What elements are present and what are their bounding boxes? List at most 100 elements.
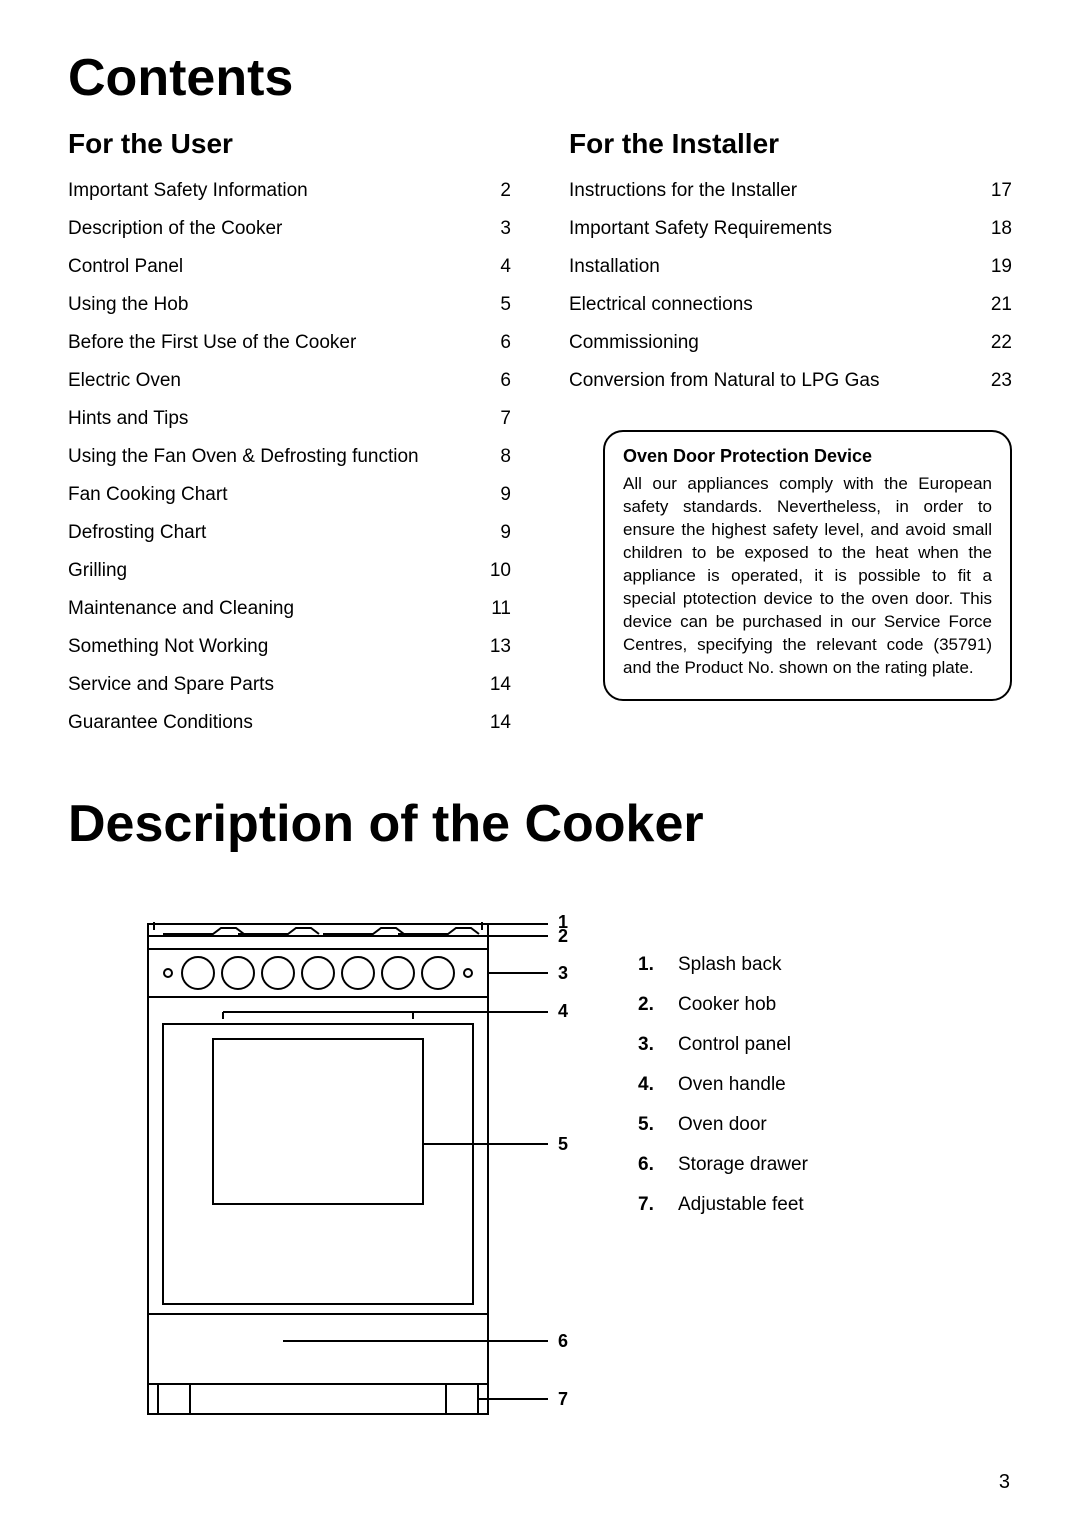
- toc-label: Commissioning: [569, 324, 976, 362]
- legend-label: Adjustable feet: [678, 1194, 804, 1216]
- toc-label: Fan Cooking Chart: [68, 476, 475, 514]
- legend-num: 1.: [638, 954, 678, 976]
- callout-num: 7: [558, 1389, 568, 1409]
- toc-label: Defrosting Chart: [68, 514, 475, 552]
- toc-columns: For the User Important Safety Informatio…: [68, 128, 1012, 742]
- toc-page: 11: [475, 590, 511, 628]
- legend-num: 7.: [638, 1194, 678, 1216]
- notice-title: Oven Door Protection Device: [623, 446, 992, 467]
- toc-row: Fan Cooking Chart9: [68, 476, 511, 514]
- toc-row: Maintenance and Cleaning11: [68, 590, 511, 628]
- toc-page: 10: [475, 552, 511, 590]
- legend-label: Splash back: [678, 954, 782, 976]
- cooker-diagram: 1 2 3 4 5 6 7: [68, 894, 598, 1429]
- toc-page: 3: [475, 210, 511, 248]
- toc-label: Important Safety Requirements: [569, 210, 976, 248]
- toc-row: Guarantee Conditions14: [68, 704, 511, 742]
- user-column: For the User Important Safety Informatio…: [68, 128, 511, 742]
- toc-label: Before the First Use of the Cooker: [68, 324, 475, 362]
- toc-page: 7: [475, 400, 511, 438]
- legend-label: Oven door: [678, 1114, 767, 1136]
- toc-label: Description of the Cooker: [68, 210, 475, 248]
- callout-num: 4: [558, 1001, 568, 1021]
- toc-label: Hints and Tips: [68, 400, 475, 438]
- toc-row: Conversion from Natural to LPG Gas23: [569, 362, 1012, 400]
- toc-label: Guarantee Conditions: [68, 704, 475, 742]
- toc-label: Maintenance and Cleaning: [68, 590, 475, 628]
- legend-row: 6.Storage drawer: [638, 1154, 808, 1176]
- installer-column: For the Installer Instructions for the I…: [569, 128, 1012, 742]
- toc-page: 19: [976, 248, 1012, 286]
- toc-label: Installation: [569, 248, 976, 286]
- toc-page: 13: [475, 628, 511, 666]
- toc-page: 4: [475, 248, 511, 286]
- legend-label: Cooker hob: [678, 994, 776, 1016]
- toc-label: Electrical connections: [569, 286, 976, 324]
- legend-row: 7.Adjustable feet: [638, 1194, 808, 1216]
- toc-label: Grilling: [68, 552, 475, 590]
- toc-label: Using the Fan Oven & Defrosting function: [68, 438, 475, 476]
- toc-page: 2: [475, 172, 511, 210]
- toc-row: Grilling10: [68, 552, 511, 590]
- toc-label: Control Panel: [68, 248, 475, 286]
- toc-row: Electric Oven6: [68, 362, 511, 400]
- diagram-legend: 1.Splash back 2.Cooker hob 3.Control pan…: [598, 894, 808, 1234]
- legend-label: Storage drawer: [678, 1154, 808, 1176]
- legend-row: 4.Oven handle: [638, 1074, 808, 1096]
- legend-num: 5.: [638, 1114, 678, 1136]
- legend-row: 2.Cooker hob: [638, 994, 808, 1016]
- toc-page: 14: [475, 704, 511, 742]
- toc-label: Using the Hob: [68, 286, 475, 324]
- installer-heading: For the Installer: [569, 128, 1012, 160]
- toc-page: 6: [475, 324, 511, 362]
- legend-num: 2.: [638, 994, 678, 1016]
- legend-row: 1.Splash back: [638, 954, 808, 976]
- legend-num: 4.: [638, 1074, 678, 1096]
- toc-page: 17: [976, 172, 1012, 210]
- toc-label: Important Safety Information: [68, 172, 475, 210]
- toc-row: Using the Hob5: [68, 286, 511, 324]
- toc-label: Conversion from Natural to LPG Gas: [569, 362, 976, 400]
- toc-page: 22: [976, 324, 1012, 362]
- toc-page: 23: [976, 362, 1012, 400]
- legend-row: 3.Control panel: [638, 1034, 808, 1056]
- toc-row: Defrosting Chart9: [68, 514, 511, 552]
- toc-label: Instructions for the Installer: [569, 172, 976, 210]
- callout-num: 3: [558, 963, 568, 983]
- toc-page: 14: [475, 666, 511, 704]
- toc-row: Description of the Cooker3: [68, 210, 511, 248]
- toc-label: Something Not Working: [68, 628, 475, 666]
- toc-row: Service and Spare Parts14: [68, 666, 511, 704]
- description-title: Description of the Cooker: [68, 794, 1012, 854]
- toc-row: Electrical connections21: [569, 286, 1012, 324]
- toc-row: Instructions for the Installer17: [569, 172, 1012, 210]
- toc-row: Commissioning22: [569, 324, 1012, 362]
- toc-row: Installation19: [569, 248, 1012, 286]
- callout-num: 2: [558, 926, 568, 946]
- toc-row: Important Safety Information2: [68, 172, 511, 210]
- toc-page: 9: [475, 476, 511, 514]
- legend-num: 3.: [638, 1034, 678, 1056]
- toc-page: 8: [475, 438, 511, 476]
- toc-row: Hints and Tips7: [68, 400, 511, 438]
- notice-box: Oven Door Protection Device All our appl…: [603, 430, 1012, 701]
- toc-label: Electric Oven: [68, 362, 475, 400]
- legend-num: 6.: [638, 1154, 678, 1176]
- description-area: 1 2 3 4 5 6 7 1.Splash back 2.Cooker hob…: [68, 894, 1012, 1429]
- page-number: 3: [999, 1471, 1010, 1494]
- callout-num: 6: [558, 1331, 568, 1351]
- toc-page: 6: [475, 362, 511, 400]
- toc-row: Before the First Use of the Cooker6: [68, 324, 511, 362]
- notice-body: All our appliances comply with the Europ…: [623, 473, 992, 679]
- toc-page: 5: [475, 286, 511, 324]
- toc-label: Service and Spare Parts: [68, 666, 475, 704]
- legend-label: Control panel: [678, 1034, 791, 1056]
- legend-label: Oven handle: [678, 1074, 786, 1096]
- toc-row: Control Panel4: [68, 248, 511, 286]
- toc-page: 18: [976, 210, 1012, 248]
- toc-row: Something Not Working13: [68, 628, 511, 666]
- contents-title: Contents: [68, 48, 1012, 108]
- toc-page: 21: [976, 286, 1012, 324]
- toc-page: 9: [475, 514, 511, 552]
- toc-row: Important Safety Requirements18: [569, 210, 1012, 248]
